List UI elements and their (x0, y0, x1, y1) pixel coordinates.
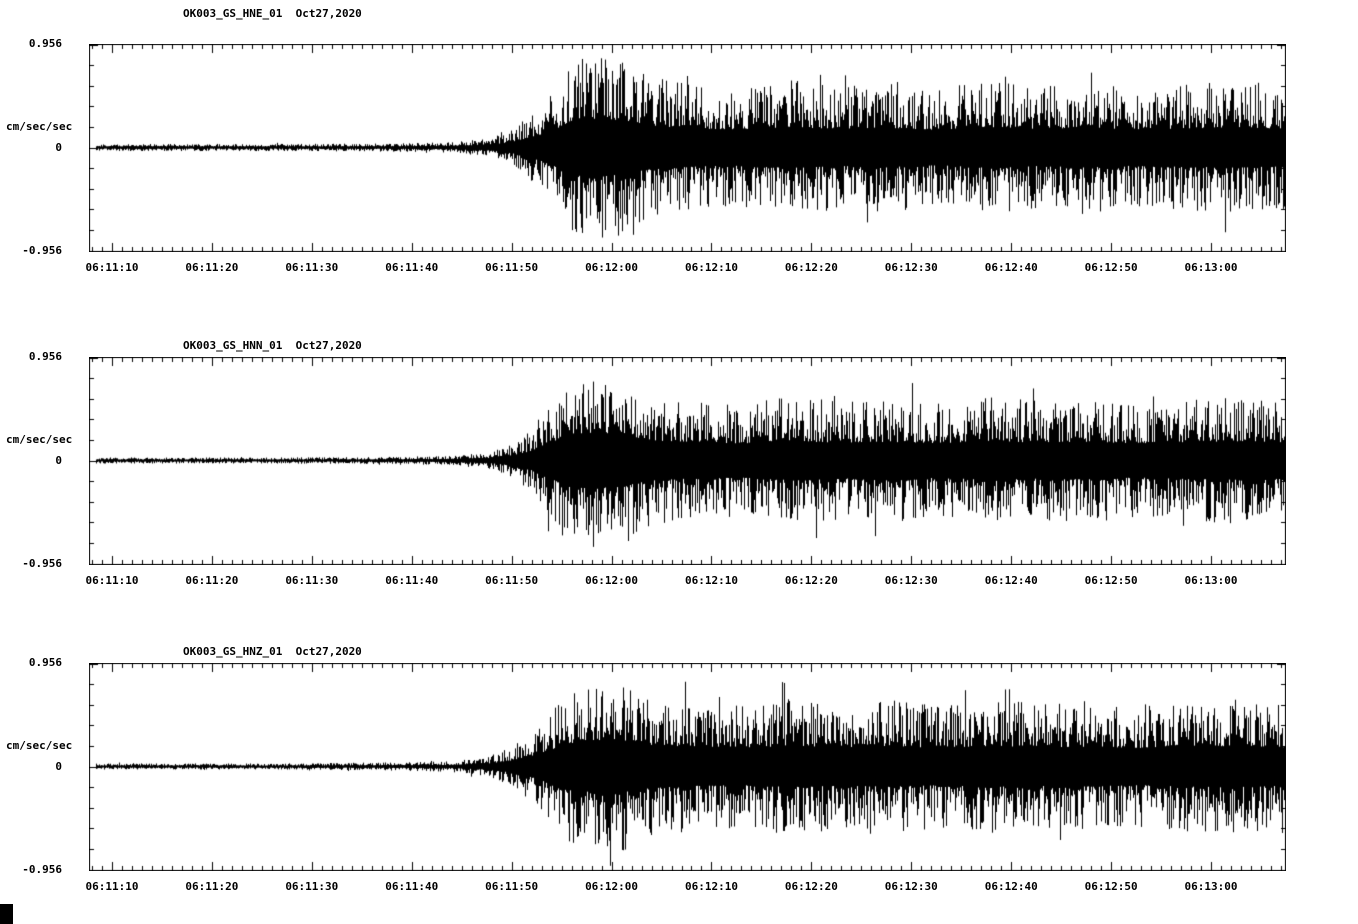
x-tick-label: 06:11:50 (485, 261, 539, 274)
x-tick-label: 06:12:30 (884, 880, 938, 893)
x-tick-label: 06:13:00 (1184, 574, 1238, 587)
y-tick-label-zero: 0 (55, 760, 62, 773)
x-axis-tick-labels: 06:11:10 06:11:20 06:11:30 06:11:40 06:11:50… (85, 261, 1286, 276)
y-axis-unit-label: cm/sec/sec (6, 120, 73, 133)
x-tick-label: 06:11:30 (285, 261, 339, 274)
x-tick-label: 06:11:50 (485, 880, 539, 893)
x-axis-tick-labels: 06:11:10 06:11:20 06:11:30 06:11:40 06:11:50… (85, 574, 1286, 589)
x-tick-label: 06:12:50 (1084, 261, 1138, 274)
x-tick-label: 06:11:20 (185, 261, 239, 274)
x-tick-label: 06:12:40 (984, 574, 1038, 587)
waveform-canvas (89, 44, 1286, 252)
x-tick-label: 06:12:10 (684, 880, 738, 893)
x-tick-label: 06:12:50 (1084, 574, 1138, 587)
panel-title: OK003_GS_HNN_01 Oct27,2020 (183, 339, 362, 352)
x-tick-label: 06:12:20 (784, 261, 838, 274)
x-tick-label: 06:11:30 (285, 880, 339, 893)
x-tick-label: 06:12:40 (984, 261, 1038, 274)
x-tick-label: 06:12:20 (784, 880, 838, 893)
panel-title: OK003_GS_HNE_01 Oct27,2020 (183, 7, 362, 20)
x-tick-label: 06:11:10 (85, 880, 139, 893)
x-tick-label: 06:11:20 (185, 574, 239, 587)
y-tick-label-max: 0.956 (28, 350, 62, 363)
waveform-canvas (89, 663, 1286, 871)
y-tick-label-zero: 0 (55, 454, 62, 467)
x-tick-label: 06:11:30 (285, 574, 339, 587)
y-tick-label-min: -0.956 (22, 863, 62, 876)
x-tick-label: 06:11:50 (485, 574, 539, 587)
x-tick-label: 06:13:00 (1184, 880, 1238, 893)
x-tick-label: 06:11:40 (385, 574, 439, 587)
x-tick-label: 06:12:00 (585, 574, 639, 587)
x-tick-label: 06:11:10 (85, 261, 139, 274)
y-tick-label-min: -0.956 (22, 557, 62, 570)
y-tick-label-min: -0.956 (22, 244, 62, 257)
x-axis-tick-labels: 06:11:10 06:11:20 06:11:30 06:11:40 06:11:50… (85, 880, 1286, 895)
x-tick-label: 06:12:50 (1084, 880, 1138, 893)
x-tick-label: 06:13:00 (1184, 261, 1238, 274)
x-tick-label: 06:12:00 (585, 261, 639, 274)
x-tick-label: 06:12:30 (884, 261, 938, 274)
waveform-canvas (89, 357, 1286, 565)
x-tick-label: 06:12:10 (684, 261, 738, 274)
y-tick-label-max: 0.956 (28, 37, 62, 50)
x-tick-label: 06:12:40 (984, 880, 1038, 893)
corner-artifact (0, 904, 13, 924)
y-tick-label-max: 0.956 (28, 656, 62, 669)
x-tick-label: 06:11:20 (185, 880, 239, 893)
y-axis-unit-label: cm/sec/sec (6, 433, 73, 446)
x-tick-label: 06:11:10 (85, 574, 139, 587)
seismogram-panel-hne: OK003_GS_HNE_01 Oct27,2020 0.956 cm/sec/… (0, 8, 1358, 274)
x-tick-label: 06:12:20 (784, 574, 838, 587)
x-tick-label: 06:12:00 (585, 880, 639, 893)
seismogram-panel-hnz: OK003_GS_HNZ_01 Oct27,2020 0.956 cm/sec/… (0, 646, 1358, 893)
x-tick-label: 06:11:40 (385, 261, 439, 274)
x-tick-label: 06:12:30 (884, 574, 938, 587)
x-tick-label: 06:11:40 (385, 880, 439, 893)
y-tick-label-zero: 0 (55, 141, 62, 154)
panel-title: OK003_GS_HNZ_01 Oct27,2020 (183, 645, 362, 658)
y-axis-unit-label: cm/sec/sec (6, 739, 73, 752)
x-tick-label: 06:12:10 (684, 574, 738, 587)
seismogram-panel-hnn: OK003_GS_HNN_01 Oct27,2020 0.956 cm/sec/… (0, 340, 1358, 587)
